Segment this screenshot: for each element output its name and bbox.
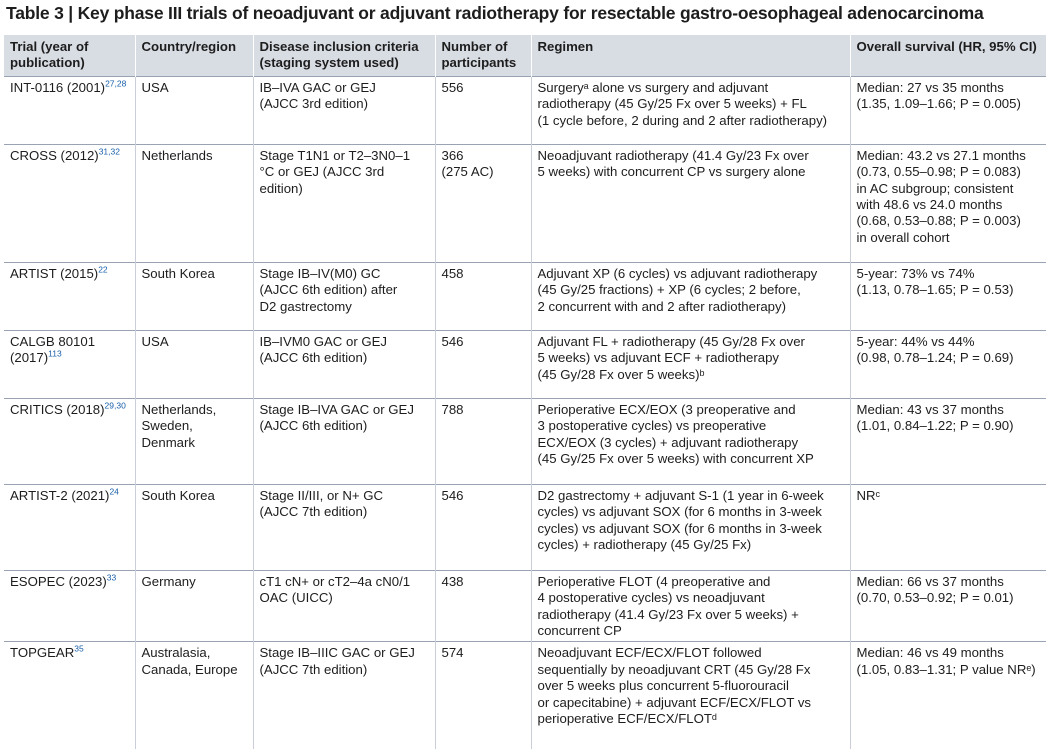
overall-survival-cell: Median: 43.2 vs 27.1 months (0.73, 0.55–… — [850, 143, 1046, 263]
reference-superscript[interactable]: 113 — [48, 348, 62, 359]
reference-superscript[interactable]: 33 — [106, 572, 117, 583]
participants-cell: 366 (275 AC) — [435, 143, 532, 263]
table-title: Table 3 | Key phase III trials of neoadj… — [6, 3, 984, 23]
participants-cell: 458 — [435, 261, 532, 331]
trial-name-cell: CRITICS (2018)29,30 — [4, 397, 136, 485]
trial-name-cell: ARTIST-2 (2021)24 — [4, 483, 136, 571]
table-row: CROSS (2012)31,32 Netherlands Stage T1N1 o… — [4, 143, 1046, 263]
column-header-country: Country/region — [135, 35, 254, 77]
regimen-cell: Adjuvant FL + radiotherapy (45 Gy/28 Fx … — [531, 329, 851, 399]
table-body: INT-0116 (2001)27,28 USA IB–IVA GAC or GEJ… — [4, 75, 1046, 749]
inclusion-criteria-cell: IB–IVM0 GAC or GEJ (AJCC 6th edition) — [253, 329, 436, 399]
overall-survival-cell: Median: 27 vs 35 months (1.35, 1.09–1.66… — [850, 75, 1046, 145]
trial-name-cell: CROSS (2012)31,32 — [4, 143, 136, 263]
reference-superscript[interactable]: 27,28 — [105, 78, 127, 89]
inclusion-criteria-cell: Stage IB–IV(M0) GC (AJCC 6th edition) af… — [253, 261, 436, 331]
reference-superscript[interactable]: 22 — [98, 264, 108, 275]
inclusion-criteria-cell: Stage IB–IIIC GAC or GEJ (AJCC 7th editi… — [253, 641, 436, 749]
column-header-criteria: Disease inclusion criteria (staging syst… — [253, 35, 436, 77]
participants-cell: 574 — [435, 641, 532, 749]
overall-survival-cell: Median: 46 vs 49 months (1.05, 0.83–1.31… — [850, 641, 1046, 749]
table-row: CRITICS (2018)29,30 Netherlands, Sweden, … — [4, 397, 1046, 485]
table-row: TOPGEAR35 Australasia, Canada, Europe Stag… — [4, 641, 1046, 749]
regimen-cell: Adjuvant XP (6 cycles) vs adjuvant radio… — [531, 261, 851, 331]
reference-superscript[interactable]: 31,32 — [98, 146, 120, 157]
table-row: CALGB 80101 (2017)113 USA IB–IVM0 GAC or G… — [4, 329, 1046, 399]
participants-cell: 438 — [435, 569, 532, 642]
reference-superscript[interactable]: 24 — [109, 486, 119, 497]
country-cell: USA — [135, 75, 254, 145]
table-row: INT-0116 (2001)27,28 USA IB–IVA GAC or GEJ… — [4, 75, 1046, 145]
trial-name-cell: CALGB 80101 (2017)113 — [4, 329, 136, 399]
table-header-row: Trial (year of publication) Country/regi… — [4, 35, 1046, 77]
column-header-survival: Overall survival (HR, 95% CI) — [850, 35, 1046, 77]
regimen-cell: D2 gastrectomy + adjuvant S-1 (1 year in… — [531, 483, 851, 571]
reference-superscript[interactable]: 35 — [74, 644, 84, 655]
trial-name-cell: TOPGEAR35 — [4, 641, 136, 749]
document-page: Table 3 | Key phase III trials of neoadj… — [4, 3, 1046, 749]
participants-cell: 546 — [435, 483, 532, 571]
trial-name-cell: INT-0116 (2001)27,28 — [4, 75, 136, 145]
inclusion-criteria-cell: Stage II/III, or N+ GC (AJCC 7th edition… — [253, 483, 436, 571]
trial-name-cell: ESOPEC (2023)33 — [4, 569, 136, 642]
table-row: ARTIST (2015)22 South Korea Stage IB–IV(M0… — [4, 261, 1046, 331]
country-cell: Netherlands — [135, 143, 254, 263]
participants-cell: 546 — [435, 329, 532, 399]
trials-table: Trial (year of publication) Country/regi… — [4, 35, 1046, 749]
overall-survival-cell: 5-year: 73% vs 74% (1.13, 0.78–1.65; P =… — [850, 261, 1046, 331]
column-header-trial: Trial (year of publication) — [4, 35, 136, 77]
country-cell: USA — [135, 329, 254, 399]
regimen-cell: Perioperative ECX/EOX (3 preoperative an… — [531, 397, 851, 485]
table-row: ESOPEC (2023)33 Germany cT1 cN+ or cT2–4a … — [4, 569, 1046, 642]
participants-cell: 788 — [435, 397, 532, 485]
regimen-cell: Neoadjuvant radiotherapy (41.4 Gy/23 Fx … — [531, 143, 851, 263]
country-cell: South Korea — [135, 483, 254, 571]
column-header-participants: Number of participants — [435, 35, 532, 77]
inclusion-criteria-cell: Stage T1N1 or T2–3N0–1 °C or GEJ (AJCC 3… — [253, 143, 436, 263]
trial-name-cell: ARTIST (2015)22 — [4, 261, 136, 331]
overall-survival-cell: 5-year: 44% vs 44% (0.98, 0.78–1.24; P =… — [850, 329, 1046, 399]
participants-cell: 556 — [435, 75, 532, 145]
overall-survival-cell: Median: 43 vs 37 months (1.01, 0.84–1.22… — [850, 397, 1046, 485]
column-header-regimen: Regimen — [531, 35, 851, 77]
overall-survival-cell: NRᶜ — [850, 483, 1046, 571]
overall-survival-cell: Median: 66 vs 37 months (0.70, 0.53–0.92… — [850, 569, 1046, 642]
inclusion-criteria-cell: IB–IVA GAC or GEJ (AJCC 3rd edition) — [253, 75, 436, 145]
country-cell: Germany — [135, 569, 254, 642]
reference-superscript[interactable]: 29,30 — [104, 400, 126, 411]
inclusion-criteria-cell: cT1 cN+ or cT2–4a cN0/1 OAC (UICC) — [253, 569, 436, 642]
regimen-cell: Neoadjuvant ECF/ECX/FLOT followed sequen… — [531, 641, 851, 749]
country-cell: Australasia, Canada, Europe — [135, 641, 254, 749]
regimen-cell: Surgeryᵃ alone vs surgery and adjuvant r… — [531, 75, 851, 145]
regimen-cell: Perioperative FLOT (4 preoperative and 4… — [531, 569, 851, 642]
country-cell: South Korea — [135, 261, 254, 331]
table-row: ARTIST-2 (2021)24 South Korea Stage II/III… — [4, 483, 1046, 571]
country-cell: Netherlands, Sweden, Denmark — [135, 397, 254, 485]
inclusion-criteria-cell: Stage IB–IVA GAC or GEJ (AJCC 6th editio… — [253, 397, 436, 485]
